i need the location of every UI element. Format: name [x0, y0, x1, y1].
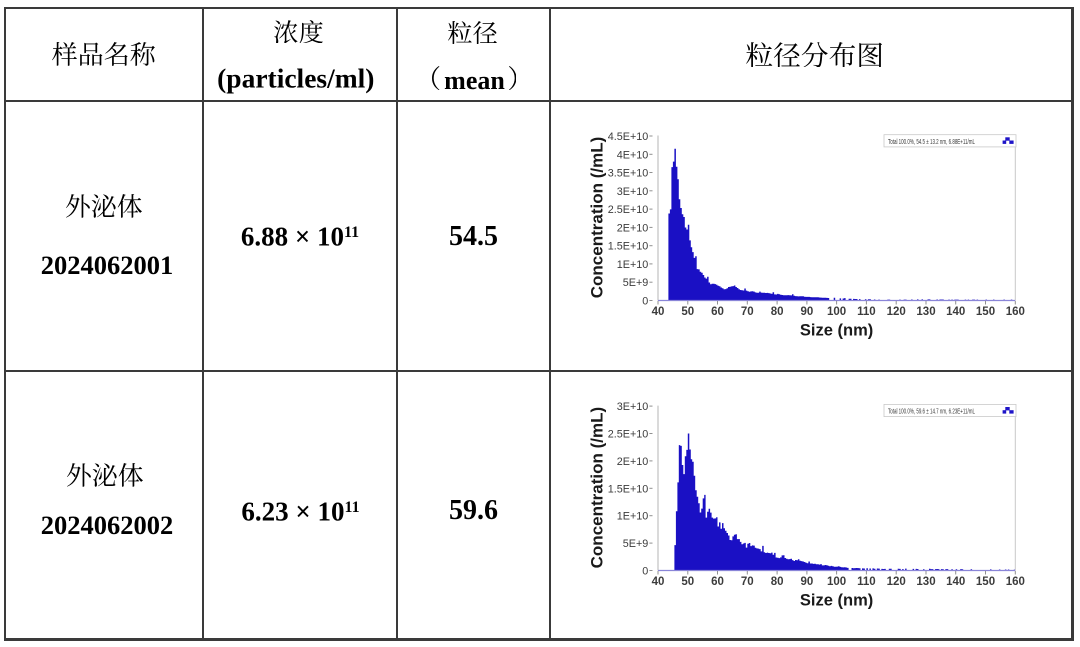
svg-text:3E+10: 3E+10 [617, 401, 649, 413]
svg-text:40: 40 [652, 576, 665, 588]
svg-text:70: 70 [741, 576, 754, 588]
svg-text:1.5E+10: 1.5E+10 [608, 483, 649, 495]
svg-text:3.5E+10: 3.5E+10 [608, 168, 649, 180]
svg-text:Concentration (/mL): Concentration (/mL) [588, 407, 607, 568]
svg-text:50: 50 [681, 576, 694, 588]
svg-text:140: 140 [946, 306, 965, 318]
svg-text:Size (nm): Size (nm) [800, 322, 873, 340]
svg-text:Size (nm): Size (nm) [800, 592, 873, 610]
svg-text:160: 160 [1006, 306, 1025, 318]
svg-text:150: 150 [976, 576, 995, 588]
svg-text:1.5E+10: 1.5E+10 [608, 241, 649, 253]
svg-text:160: 160 [1006, 576, 1025, 588]
svg-text:90: 90 [801, 306, 814, 318]
svg-text:5E+9: 5E+9 [623, 277, 649, 289]
svg-text:100: 100 [827, 576, 846, 588]
svg-text:90: 90 [801, 576, 814, 588]
svg-text:130: 130 [916, 576, 935, 588]
svg-text:120: 120 [887, 306, 906, 318]
svg-text:110: 110 [857, 576, 876, 588]
svg-text:4E+10: 4E+10 [617, 149, 649, 161]
svg-text:50: 50 [681, 306, 694, 318]
svg-text:40: 40 [652, 306, 665, 318]
svg-text:0: 0 [642, 296, 648, 308]
svg-text:Total 100.0%, 59.6 ± 14.7 nm: Total 100.0%, 59.6 ± 14.7 nm, 6.23E+11/m… [888, 407, 975, 416]
svg-text:Concentration (/mL): Concentration (/mL) [588, 137, 607, 299]
svg-text:130: 130 [916, 306, 935, 318]
svg-text:80: 80 [771, 576, 784, 588]
svg-text:2.5E+10: 2.5E+10 [608, 204, 649, 216]
svg-text:140: 140 [946, 576, 965, 588]
svg-text:2E+10: 2E+10 [617, 222, 649, 234]
svg-text:0: 0 [642, 566, 648, 578]
svg-text:2.5E+10: 2.5E+10 [608, 429, 649, 441]
svg-text:120: 120 [887, 576, 906, 588]
svg-text:80: 80 [771, 306, 784, 318]
svg-text:150: 150 [976, 306, 995, 318]
svg-text:1E+10: 1E+10 [617, 511, 649, 523]
svg-text:3E+10: 3E+10 [617, 186, 649, 198]
svg-text:60: 60 [711, 306, 724, 318]
svg-text:5E+9: 5E+9 [623, 538, 649, 550]
svg-text:110: 110 [857, 306, 876, 318]
svg-text:2E+10: 2E+10 [617, 456, 649, 468]
svg-text:Total 100.0%, 54.5 ± 13.2 nm: Total 100.0%, 54.5 ± 13.2 nm, 6.88E+11/m… [888, 137, 975, 146]
svg-text:4.5E+10: 4.5E+10 [608, 131, 649, 143]
svg-text:70: 70 [741, 306, 754, 318]
svg-text:60: 60 [711, 576, 724, 588]
svg-text:100: 100 [827, 306, 846, 318]
svg-text:1E+10: 1E+10 [617, 259, 649, 271]
